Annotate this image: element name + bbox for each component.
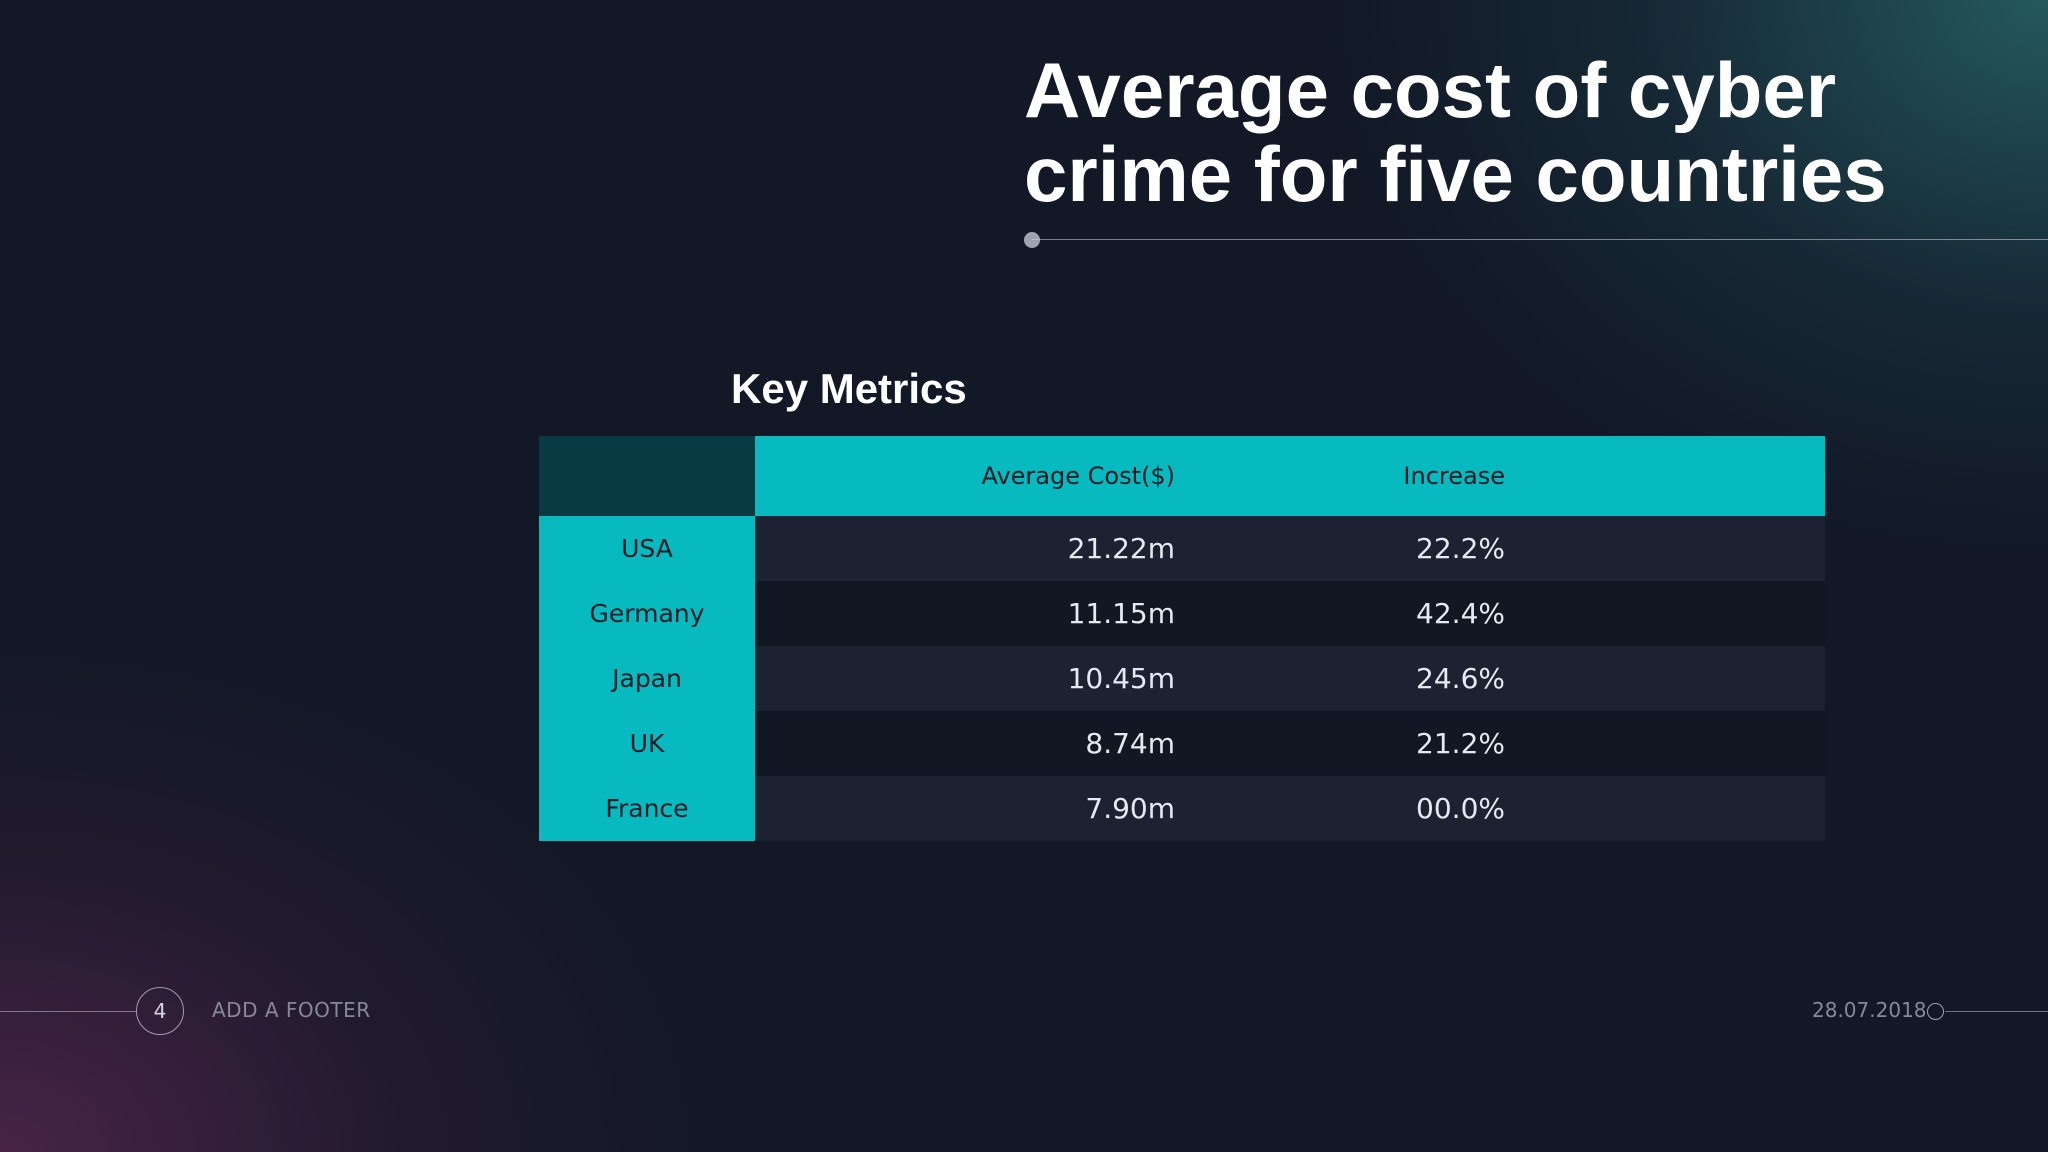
average-cost-cell: 21.22m [755, 516, 1175, 581]
header-increase: Increase [1175, 436, 1505, 516]
footer-rule-left [0, 1011, 136, 1012]
country-cell: France [539, 776, 755, 841]
country-cell: Japan [539, 646, 755, 711]
header-average-cost: Average Cost($) [755, 436, 1175, 516]
country-cell: Germany [539, 581, 755, 646]
spacer-cell [1505, 711, 1825, 776]
average-cost-cell: 7.90m [755, 776, 1175, 841]
key-metrics-table: Average Cost($) Increase USA 21.22m 22.2… [539, 436, 1825, 841]
slide-title: Average cost of cyber crime for five cou… [1024, 46, 1887, 218]
header-spacer-cell [1505, 436, 1825, 516]
table-header-row: Average Cost($) Increase [539, 436, 1825, 516]
footer-date: 28.07.2018 [1812, 998, 1927, 1022]
spacer-cell [1505, 776, 1825, 841]
spacer-cell [1505, 516, 1825, 581]
header-corner-cell [539, 436, 755, 516]
increase-cell: 22.2% [1175, 516, 1505, 581]
title-divider [1032, 239, 2048, 240]
country-cell: UK [539, 711, 755, 776]
average-cost-cell: 8.74m [755, 711, 1175, 776]
page-number-badge: 4 [136, 987, 184, 1035]
increase-cell: 21.2% [1175, 711, 1505, 776]
circle-icon [1927, 1003, 1944, 1020]
spacer-cell [1505, 581, 1825, 646]
country-cell: USA [539, 516, 755, 581]
table-row: UK 8.74m 21.2% [539, 711, 1825, 776]
footer-rule-right [1945, 1011, 2048, 1012]
spacer-cell [1505, 646, 1825, 711]
title-rule-dot [1024, 232, 1040, 248]
table-heading: Key Metrics [731, 365, 967, 412]
page-number: 4 [153, 999, 167, 1023]
table-row: Japan 10.45m 24.6% [539, 646, 1825, 711]
footer-text: ADD A FOOTER [212, 998, 371, 1022]
increase-cell: 00.0% [1175, 776, 1505, 841]
increase-cell: 24.6% [1175, 646, 1505, 711]
increase-cell: 42.4% [1175, 581, 1505, 646]
average-cost-cell: 11.15m [755, 581, 1175, 646]
average-cost-cell: 10.45m [755, 646, 1175, 711]
table-row: USA 21.22m 22.2% [539, 516, 1825, 581]
table-row: Germany 11.15m 42.4% [539, 581, 1825, 646]
table-row: France 7.90m 00.0% [539, 776, 1825, 841]
